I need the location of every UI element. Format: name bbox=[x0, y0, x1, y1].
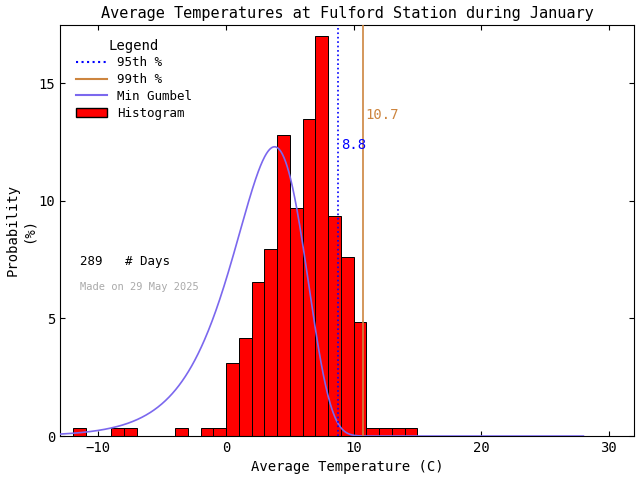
Y-axis label: Probability
(%): Probability (%) bbox=[6, 184, 36, 276]
Bar bbox=[328, 216, 341, 436]
Bar bbox=[200, 428, 213, 436]
Text: 289   # Days: 289 # Days bbox=[80, 255, 170, 268]
Bar bbox=[290, 208, 303, 436]
Bar bbox=[341, 257, 354, 436]
Bar bbox=[392, 428, 404, 436]
Bar bbox=[73, 428, 86, 436]
Bar bbox=[111, 428, 124, 436]
Bar bbox=[277, 135, 290, 436]
Bar bbox=[252, 282, 264, 436]
Bar bbox=[380, 428, 392, 436]
Bar bbox=[264, 249, 277, 436]
Text: Made on 29 May 2025: Made on 29 May 2025 bbox=[80, 282, 199, 292]
Text: 10.7: 10.7 bbox=[365, 108, 399, 121]
Bar bbox=[303, 119, 316, 436]
Bar bbox=[316, 36, 328, 436]
Bar bbox=[354, 322, 367, 436]
Text: 8.8: 8.8 bbox=[341, 138, 366, 152]
Bar bbox=[226, 363, 239, 436]
X-axis label: Average Temperature (C): Average Temperature (C) bbox=[251, 460, 444, 474]
Legend: 95th %, 99th %, Min Gumbel, Histogram: 95th %, 99th %, Min Gumbel, Histogram bbox=[72, 35, 196, 123]
Title: Average Temperatures at Fulford Station during January: Average Temperatures at Fulford Station … bbox=[101, 6, 594, 21]
Bar bbox=[239, 338, 252, 436]
Bar bbox=[367, 428, 380, 436]
Bar bbox=[213, 428, 226, 436]
Bar bbox=[404, 428, 417, 436]
Bar bbox=[124, 428, 137, 436]
Bar bbox=[175, 428, 188, 436]
